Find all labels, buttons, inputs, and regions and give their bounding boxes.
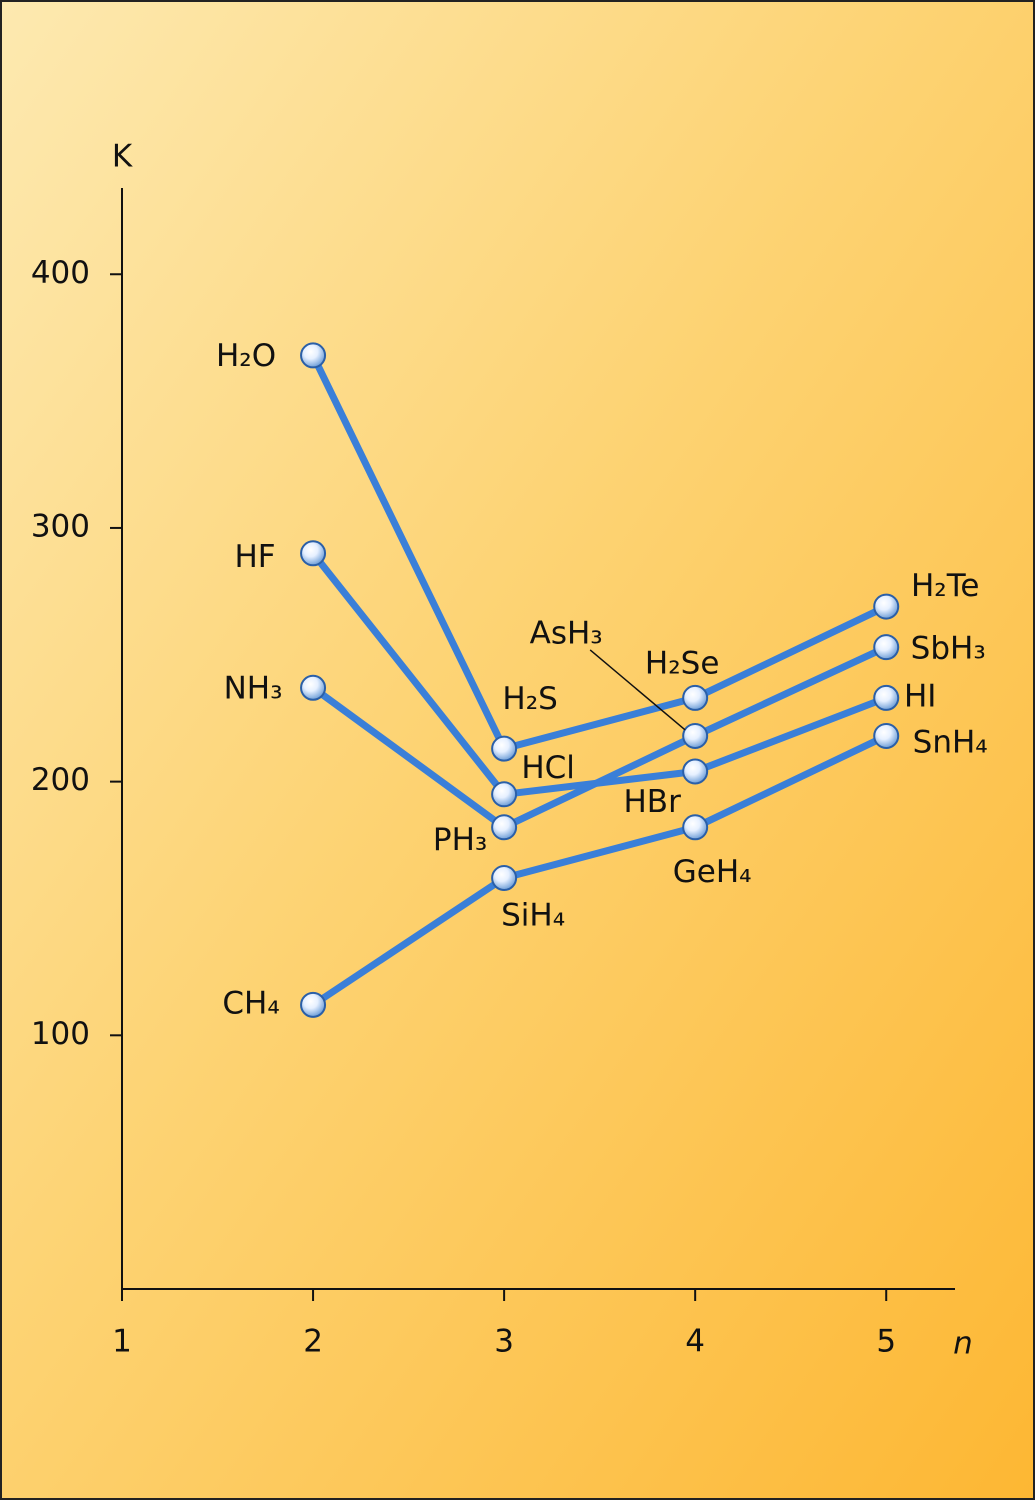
y-tick-label: 300 [31, 508, 90, 544]
x-tick-label: 2 [303, 1324, 323, 1360]
x-tick-label: 1 [112, 1324, 132, 1360]
y-tick-label: 100 [31, 1016, 90, 1052]
point-label: H₂O [216, 338, 276, 374]
point-label: HBr [624, 784, 682, 820]
data-point [491, 814, 518, 841]
y-axis-label: K [112, 139, 133, 175]
data-point [300, 991, 327, 1018]
data-point [682, 758, 709, 785]
point-label: CH₄ [222, 985, 279, 1021]
data-point [873, 722, 900, 749]
point-label: NH₃ [224, 670, 283, 706]
data-point [873, 634, 900, 661]
x-tick-label: 3 [494, 1324, 514, 1360]
data-point [682, 684, 709, 711]
data-point [682, 722, 709, 749]
point-label: AsH₃ [530, 615, 603, 651]
point-label: H₂Se [645, 645, 720, 681]
y-tick-label: 200 [31, 762, 90, 798]
data-point [873, 593, 900, 620]
point-label: H₂Te [911, 568, 979, 604]
data-point [491, 735, 518, 762]
point-label: HF [234, 539, 275, 575]
point-label: H₂S [502, 681, 557, 717]
point-label: HCl [521, 750, 575, 786]
series-line [311, 732, 888, 1008]
series-line [309, 353, 888, 753]
plot: H₂O H₂S H₂Se H₂Te HF HCl HBr HI NH₃ PH₃ AsH₃ SbH₃ CH… [216, 338, 988, 1021]
data-point [873, 684, 900, 711]
point-label: HI [904, 678, 936, 714]
point-label: SbH₃ [911, 631, 986, 667]
data-point [682, 814, 709, 841]
y-tick-label: 400 [31, 255, 90, 291]
leader-line [589, 649, 686, 731]
point-label: PH₃ [433, 822, 487, 858]
axes: 100 200 300 400 1 2 3 4 5 [31, 188, 955, 1360]
x-tick-label: 4 [685, 1324, 705, 1360]
series-line [310, 643, 888, 831]
point-label: SiH₄ [501, 898, 565, 934]
point-label: SnH₄ [913, 724, 988, 760]
data-point [491, 781, 518, 808]
data-point [491, 865, 518, 892]
x-axis-label: n [953, 1326, 973, 1362]
x-tick-label: 5 [876, 1324, 896, 1360]
data-point [300, 540, 327, 567]
data-point [300, 342, 327, 369]
data-point [300, 674, 327, 701]
point-label: GeH₄ [673, 854, 752, 890]
